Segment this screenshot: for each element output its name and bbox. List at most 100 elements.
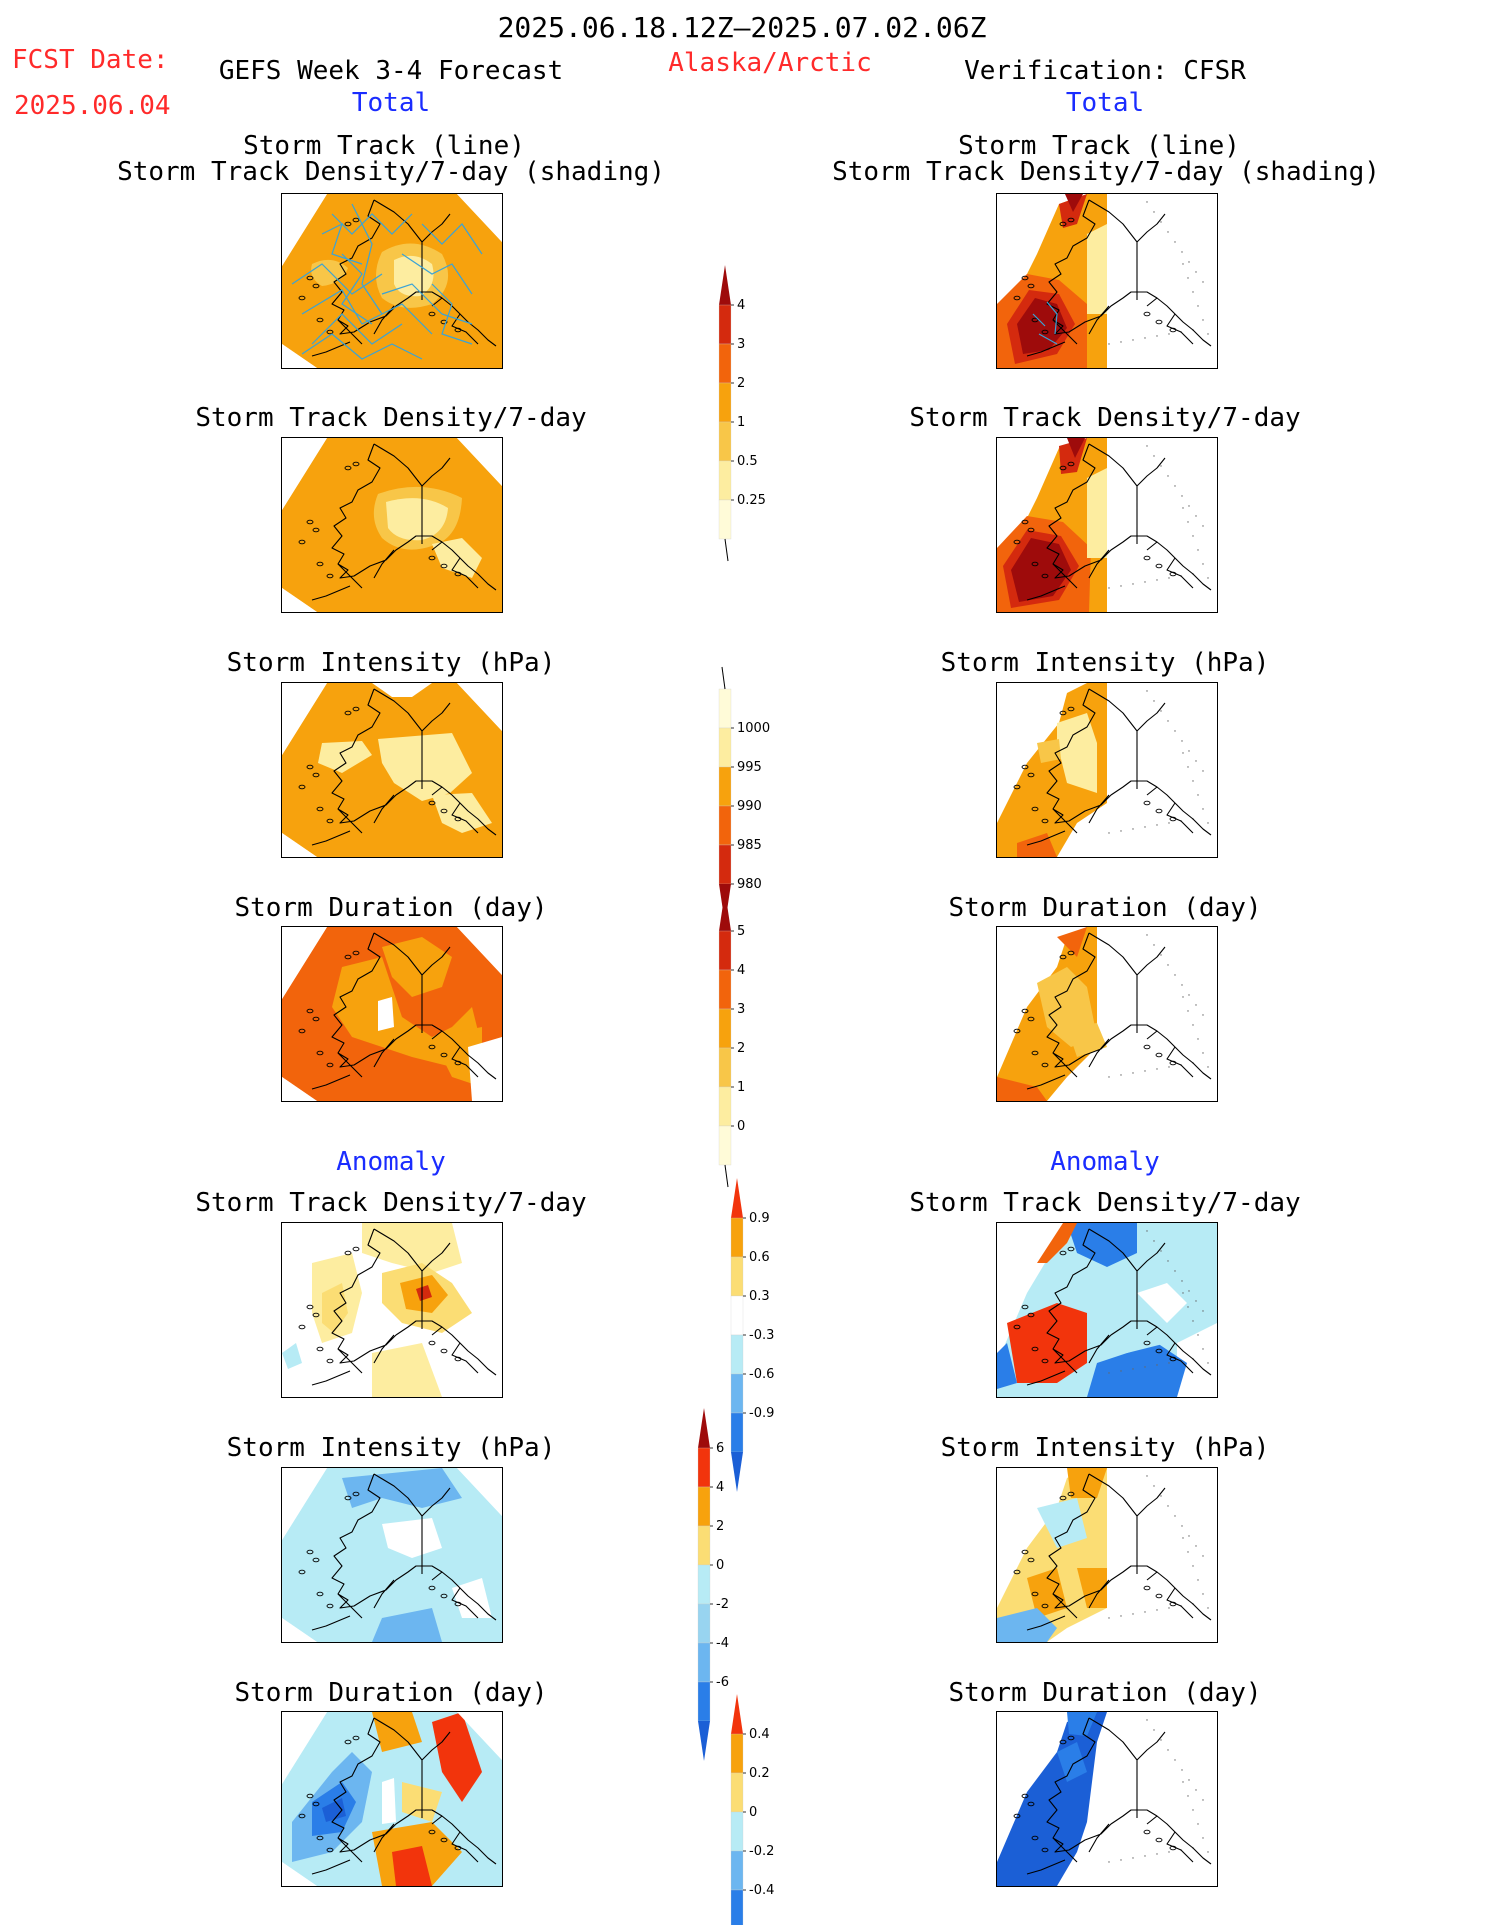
shaded-region bbox=[1011, 538, 1071, 602]
right-intensity-anom-title: Storm Intensity (hPa) bbox=[940, 1433, 1270, 1463]
map-forecast-density bbox=[281, 437, 503, 613]
coastline bbox=[1026, 1473, 1212, 1631]
colorbar-segment bbox=[697, 1564, 711, 1605]
map-verification-duration bbox=[996, 926, 1218, 1102]
colorbar-intensity-anomaly: 6 4 2 0 -2 -4 -6 bbox=[697, 1408, 758, 1805]
shaded-region bbox=[1057, 713, 1097, 793]
islands bbox=[298, 950, 462, 1068]
colorbar-segment bbox=[730, 1334, 744, 1375]
islands bbox=[1013, 461, 1177, 579]
coastline bbox=[1026, 688, 1212, 846]
colorbar-duration-anomaly: 0.4 0.2 0 -0.2 -0.4 bbox=[730, 1694, 791, 1925]
shaded-region bbox=[378, 733, 472, 801]
colorbar-segment bbox=[718, 343, 732, 384]
left-intensity-title: Storm Intensity (hPa) bbox=[226, 648, 556, 678]
map-svg bbox=[997, 927, 1212, 1101]
colorbar-tick-label: 3 bbox=[737, 337, 745, 352]
shaded-region bbox=[997, 1343, 1017, 1389]
colorbar-segment bbox=[730, 1889, 744, 1925]
shaded-region bbox=[432, 1027, 482, 1087]
shaded-region bbox=[378, 997, 394, 1031]
colorbar-segment bbox=[718, 421, 732, 462]
shaded-region bbox=[416, 1285, 432, 1301]
left-track-line-title: Storm Track (line) bbox=[243, 131, 525, 161]
colorbar-segment bbox=[718, 460, 732, 501]
colorbar-tick-label: -6 bbox=[716, 1675, 729, 1690]
shaded-region bbox=[1137, 1283, 1187, 1323]
main-title: 2025.06.18.12Z—2025.07.02.06Z bbox=[497, 11, 987, 44]
colorbar-segment bbox=[697, 1525, 711, 1566]
grid-dots bbox=[1108, 1719, 1209, 1863]
shaded-region bbox=[322, 1798, 346, 1822]
colorbar-duration-total: 5 4 3 2 1 0 bbox=[718, 891, 779, 1209]
left-density-title: Storm Track Density/7-day bbox=[195, 403, 587, 433]
left-duration-title: Storm Duration (day) bbox=[234, 893, 548, 923]
colorbar-segment bbox=[730, 1850, 744, 1891]
colorbar-tick-label: 0.2 bbox=[749, 1766, 770, 1781]
shaded-region bbox=[318, 741, 372, 773]
coastline bbox=[1026, 1717, 1212, 1875]
colorbar-tick-label: 0.6 bbox=[749, 1250, 770, 1265]
islands bbox=[298, 1246, 462, 1364]
coastline bbox=[1026, 932, 1212, 1090]
colorbar-density-total: 4 3 2 1 0.5 0.25 bbox=[718, 265, 779, 583]
colorbar-tail bbox=[724, 1164, 729, 1188]
islands bbox=[298, 217, 462, 335]
left-density-anom-title: Storm Track Density/7-day bbox=[195, 1188, 587, 1218]
colorbar-tick-label: -0.3 bbox=[749, 1328, 774, 1343]
colorbar-tick-label: -0.6 bbox=[749, 1367, 774, 1382]
coastline bbox=[311, 199, 497, 357]
colorbar-tick-label: 0.4 bbox=[749, 1727, 770, 1742]
shaded-region bbox=[468, 1037, 502, 1101]
colorbar-tick-label: 0 bbox=[737, 1119, 745, 1134]
map-forecast-track bbox=[281, 193, 503, 369]
shaded-region bbox=[1067, 438, 1085, 458]
map-forecast-intensity-anomaly bbox=[281, 1467, 503, 1643]
map-svg bbox=[282, 194, 502, 368]
colorbar-tick-label: -0.4 bbox=[749, 1883, 774, 1898]
coastline bbox=[1026, 443, 1212, 601]
colorbar-tick-label: 0.25 bbox=[737, 493, 766, 508]
islands bbox=[1013, 950, 1177, 1068]
colorbar-segment bbox=[730, 1733, 744, 1774]
colorbar-segment bbox=[731, 1694, 743, 1734]
colorbar-tick-label: 0.3 bbox=[749, 1289, 770, 1304]
right-anomaly-label: Anomaly bbox=[1050, 1147, 1160, 1177]
colorbar-tick-label: 1000 bbox=[737, 721, 770, 736]
colorbar-segment bbox=[718, 382, 732, 423]
left-track-shading-title: Storm Track Density/7-day (shading) bbox=[117, 157, 665, 187]
shaded-region bbox=[1065, 194, 1083, 212]
map-svg bbox=[997, 194, 1212, 368]
left-title: GEFS Week 3-4 Forecast bbox=[218, 56, 564, 86]
colorbar-svg: 4 3 2 1 0.5 0.25 bbox=[718, 265, 766, 562]
colorbar-tick-label: 1 bbox=[737, 415, 745, 430]
colorbar-tick-label: 0.9 bbox=[749, 1211, 770, 1226]
shaded-region bbox=[1077, 1568, 1107, 1608]
colorbar-tick-label: 0 bbox=[749, 1805, 757, 1820]
map-forecast-intensity bbox=[281, 682, 503, 858]
fcst-label: FCST Date: bbox=[12, 45, 169, 75]
colorbar-tick-label: 4 bbox=[737, 963, 745, 978]
map-forecast-duration bbox=[281, 926, 503, 1102]
colorbar-tick-label: 0.5 bbox=[737, 454, 758, 469]
right-total-label: Total bbox=[1065, 88, 1145, 118]
map-svg bbox=[282, 438, 502, 612]
islands bbox=[1013, 1735, 1177, 1853]
colorbar-svg: 5 4 3 2 1 0 bbox=[718, 891, 745, 1188]
map-verification-density-anomaly bbox=[996, 1222, 1218, 1398]
map-svg bbox=[997, 1223, 1217, 1397]
colorbar-segment bbox=[730, 1217, 744, 1258]
colorbar-tick-label: 985 bbox=[737, 838, 762, 853]
colorbar-tick-label: -4 bbox=[716, 1636, 729, 1651]
coastline bbox=[311, 1473, 497, 1631]
colorbar-segment bbox=[698, 1408, 710, 1448]
colorbar-segment bbox=[718, 727, 732, 768]
colorbar-segment bbox=[731, 1452, 743, 1492]
map-svg bbox=[997, 1468, 1212, 1642]
shaded-region bbox=[382, 1778, 396, 1824]
colorbar-segment bbox=[718, 1047, 732, 1088]
colorbar-tick-label: 5 bbox=[737, 924, 745, 939]
colorbar-segment bbox=[718, 688, 732, 729]
colorbar-intensity-total: 1000 995 990 985 980 bbox=[718, 666, 779, 968]
shaded-region bbox=[282, 1343, 302, 1369]
